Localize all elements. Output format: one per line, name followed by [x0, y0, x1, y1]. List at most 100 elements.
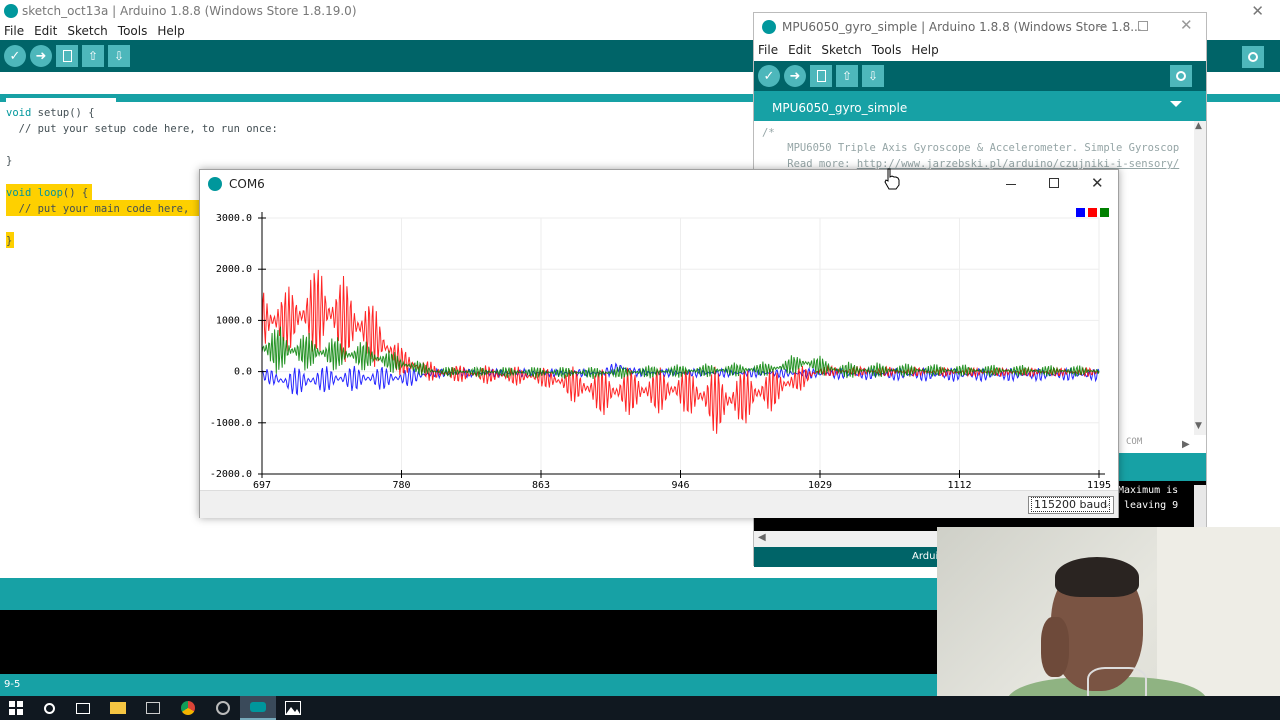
menu-file[interactable]: File: [758, 43, 779, 57]
x-tick-label: 863: [532, 480, 550, 490]
second-window-title: MPU6050_gyro_simple | Arduino 1.8.8 (Win…: [782, 20, 1142, 34]
baud-value: 115200 baud: [1031, 497, 1111, 512]
arrow-down-icon: ⇩: [113, 49, 125, 63]
line-number-label: 9-5: [4, 679, 21, 690]
code-line-3: Read more: http://www.jarzebski.pl/ardui…: [762, 158, 1180, 170]
menu-edit[interactable]: Edit: [34, 24, 58, 38]
arrow-up-icon: ⇧: [841, 69, 853, 83]
new-button[interactable]: [56, 45, 78, 67]
plotter-title-bar: COM6: [200, 170, 1118, 198]
hand-cursor-icon: [883, 168, 901, 190]
arrow-right-icon: ➜: [35, 48, 47, 64]
plotter-minimize-icon[interactable]: [1006, 184, 1016, 185]
file-icon: [816, 70, 826, 82]
second-maximize-icon[interactable]: [1138, 21, 1148, 31]
y-tick-label: -2000.0: [210, 469, 252, 480]
main-window-title: sketch_oct13a | Arduino 1.8.8 (Windows S…: [22, 4, 357, 18]
menu-sketch[interactable]: Sketch: [67, 24, 108, 38]
menu-help[interactable]: Help: [157, 24, 185, 38]
menu-sketch[interactable]: Sketch: [821, 43, 862, 57]
partial-text: COM: [1126, 437, 1143, 447]
x-tick-label: 697: [253, 480, 271, 490]
save-button[interactable]: ⇩: [108, 45, 130, 67]
menu-tools[interactable]: Tools: [117, 24, 148, 38]
check-icon: ✓: [9, 48, 21, 64]
code-link[interactable]: http://www.jarzebski.pl/arduino/czujniki…: [856, 158, 1180, 170]
arduino-icon[interactable]: [240, 696, 276, 720]
app-icon[interactable]: [206, 696, 240, 720]
arrow-up-icon: ⇧: [87, 49, 99, 63]
code-line-1: void setup() {: [6, 107, 95, 119]
console-scrollbar[interactable]: [1194, 485, 1206, 529]
verify-button[interactable]: ✓: [4, 45, 26, 67]
x-tick-label: 780: [392, 480, 410, 490]
search-icon[interactable]: [32, 696, 66, 720]
main-close-icon[interactable]: ✕: [1251, 2, 1264, 20]
photos-icon[interactable]: [276, 696, 310, 720]
x-tick-label: 1029: [808, 480, 832, 490]
x-tick-label: 1112: [947, 480, 971, 490]
serial-monitor-button[interactable]: [1242, 46, 1264, 68]
store-icon[interactable]: [136, 696, 170, 720]
x-tick-label: 946: [671, 480, 689, 490]
series-line-2: [261, 326, 1100, 380]
explorer-icon[interactable]: [100, 696, 136, 720]
code-highlight-3: [6, 232, 14, 248]
menu-help[interactable]: Help: [911, 43, 939, 57]
menu-tools[interactable]: Tools: [871, 43, 902, 57]
upload-button[interactable]: ➜: [784, 65, 806, 87]
menu-edit[interactable]: Edit: [788, 43, 812, 57]
scroll-left-icon[interactable]: ◀: [758, 532, 766, 543]
series-line-1: [261, 269, 1100, 434]
code-line-1: /*: [762, 127, 775, 139]
legend-swatch-0: [1076, 208, 1085, 217]
tab-mpu6050[interactable]: MPU6050_gyro_simple: [760, 95, 920, 121]
webcam-overlay: [937, 527, 1280, 720]
tab-menu-arrow-icon[interactable]: [1170, 101, 1182, 107]
open-button[interactable]: ⇧: [836, 65, 858, 87]
serial-monitor-button[interactable]: [1170, 65, 1192, 87]
code-highlight-1: [6, 184, 92, 200]
legend-swatch-2: [1100, 208, 1109, 217]
second-menu-bar: File Edit Sketch Tools Help: [758, 41, 949, 59]
taskview-icon[interactable]: [66, 696, 100, 720]
scroll-up-icon[interactable]: ▲: [1195, 121, 1202, 131]
v-scrollbar[interactable]: [1194, 121, 1206, 435]
code-line-6: void loop() {: [6, 187, 89, 199]
second-minimize-icon[interactable]: [1096, 26, 1106, 27]
webcam-person-hair: [1055, 557, 1139, 597]
windows-taskbar: [0, 696, 1280, 720]
save-button[interactable]: ⇩: [862, 65, 884, 87]
y-tick-label: 1000.0: [216, 315, 252, 326]
open-button[interactable]: ⇧: [82, 45, 104, 67]
code-highlight-2: [6, 200, 200, 216]
arduino-logo-icon: [208, 177, 222, 191]
second-toolbar: ✓ ➜ ⇧ ⇩: [754, 61, 1206, 91]
second-title-bar: MPU6050_gyro_simple | Arduino 1.8.8 (Win…: [754, 13, 1206, 41]
file-icon: [62, 50, 72, 62]
y-tick-label: 0.0: [234, 367, 252, 378]
y-tick-label: 2000.0: [216, 264, 252, 275]
code-line-2: MPU6050 Triple Axis Gyroscope & Accelero…: [762, 142, 1180, 154]
scroll-right-icon[interactable]: ▶: [1182, 439, 1190, 450]
code-line-9: }: [6, 235, 13, 247]
chevron-down-icon: ⌵: [1103, 500, 1110, 510]
board-label: Arduin: [912, 551, 945, 562]
second-close-icon[interactable]: ✕: [1180, 16, 1193, 34]
menu-file[interactable]: File: [4, 24, 25, 38]
arduino-logo-icon: [762, 20, 776, 34]
scroll-down-icon[interactable]: ▼: [1195, 421, 1202, 431]
upload-button[interactable]: ➜: [30, 45, 52, 67]
chrome-icon[interactable]: [170, 696, 206, 720]
arrow-down-icon: ⇩: [867, 69, 879, 83]
console-line-2: leaving 9: [1118, 500, 1179, 511]
verify-button[interactable]: ✓: [758, 65, 780, 87]
console-line-1: Maximum is: [1118, 485, 1179, 496]
baud-select[interactable]: 115200 baud ⌵: [1028, 496, 1114, 514]
plotter-close-icon[interactable]: ✕: [1091, 174, 1104, 192]
new-button[interactable]: [810, 65, 832, 87]
start-icon[interactable]: [0, 696, 32, 720]
plotter-maximize-icon[interactable]: [1049, 178, 1059, 188]
y-tick-label: -1000.0: [210, 418, 252, 429]
